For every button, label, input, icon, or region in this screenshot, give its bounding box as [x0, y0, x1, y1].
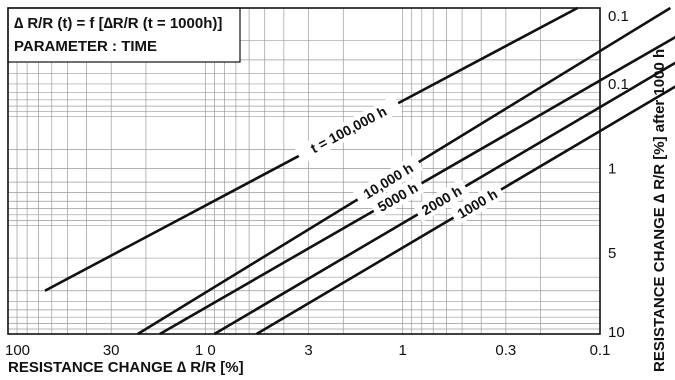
- curve-label-background: [413, 178, 470, 223]
- curve-4: [213, 61, 675, 336]
- annotation-formula: ∆ R/R (t) = f [∆R/R (t = 1000h)]: [14, 15, 222, 32]
- curve-3: [159, 35, 675, 336]
- x-axis-title: RESISTANCE CHANGE ∆ R/R [%]: [8, 359, 244, 376]
- y-tick-label: 5: [608, 245, 616, 262]
- y-tick-label: 0.1: [608, 76, 629, 93]
- x-tick-labels: 100 30 1 0 3 1 0.3 0.1: [5, 342, 610, 359]
- curve-5: [255, 85, 675, 336]
- curve-label-background: [294, 95, 403, 164]
- y-axis-title: RESISTANCE CHANGE ∆ R/R [%] after 1000 h: [651, 49, 668, 372]
- x-tick-label: 1 0: [195, 342, 216, 359]
- annotation-parameter: PARAMETER : TIME: [14, 38, 157, 55]
- x-tick-label: 0.3: [495, 342, 516, 359]
- y-tick-label: 1: [608, 161, 616, 178]
- x-tick-label: 0.1: [590, 342, 611, 359]
- x-tick-label: 3: [304, 342, 312, 359]
- annotation-box: [7, 7, 241, 63]
- y-tick-label: 10: [608, 324, 625, 341]
- curve-label-background: [448, 181, 506, 226]
- y-tick-labels: 0.1 0.1 1 5 10: [608, 8, 629, 341]
- x-tick-label: 30: [103, 342, 120, 359]
- x-tick-label: 1: [398, 342, 406, 359]
- plot-frame: [7, 7, 601, 335]
- curve-label-background: [352, 154, 424, 208]
- curve-label-background: [369, 175, 427, 219]
- y-tick-label: 0.1: [608, 8, 629, 25]
- x-tick-label: 100: [5, 342, 30, 359]
